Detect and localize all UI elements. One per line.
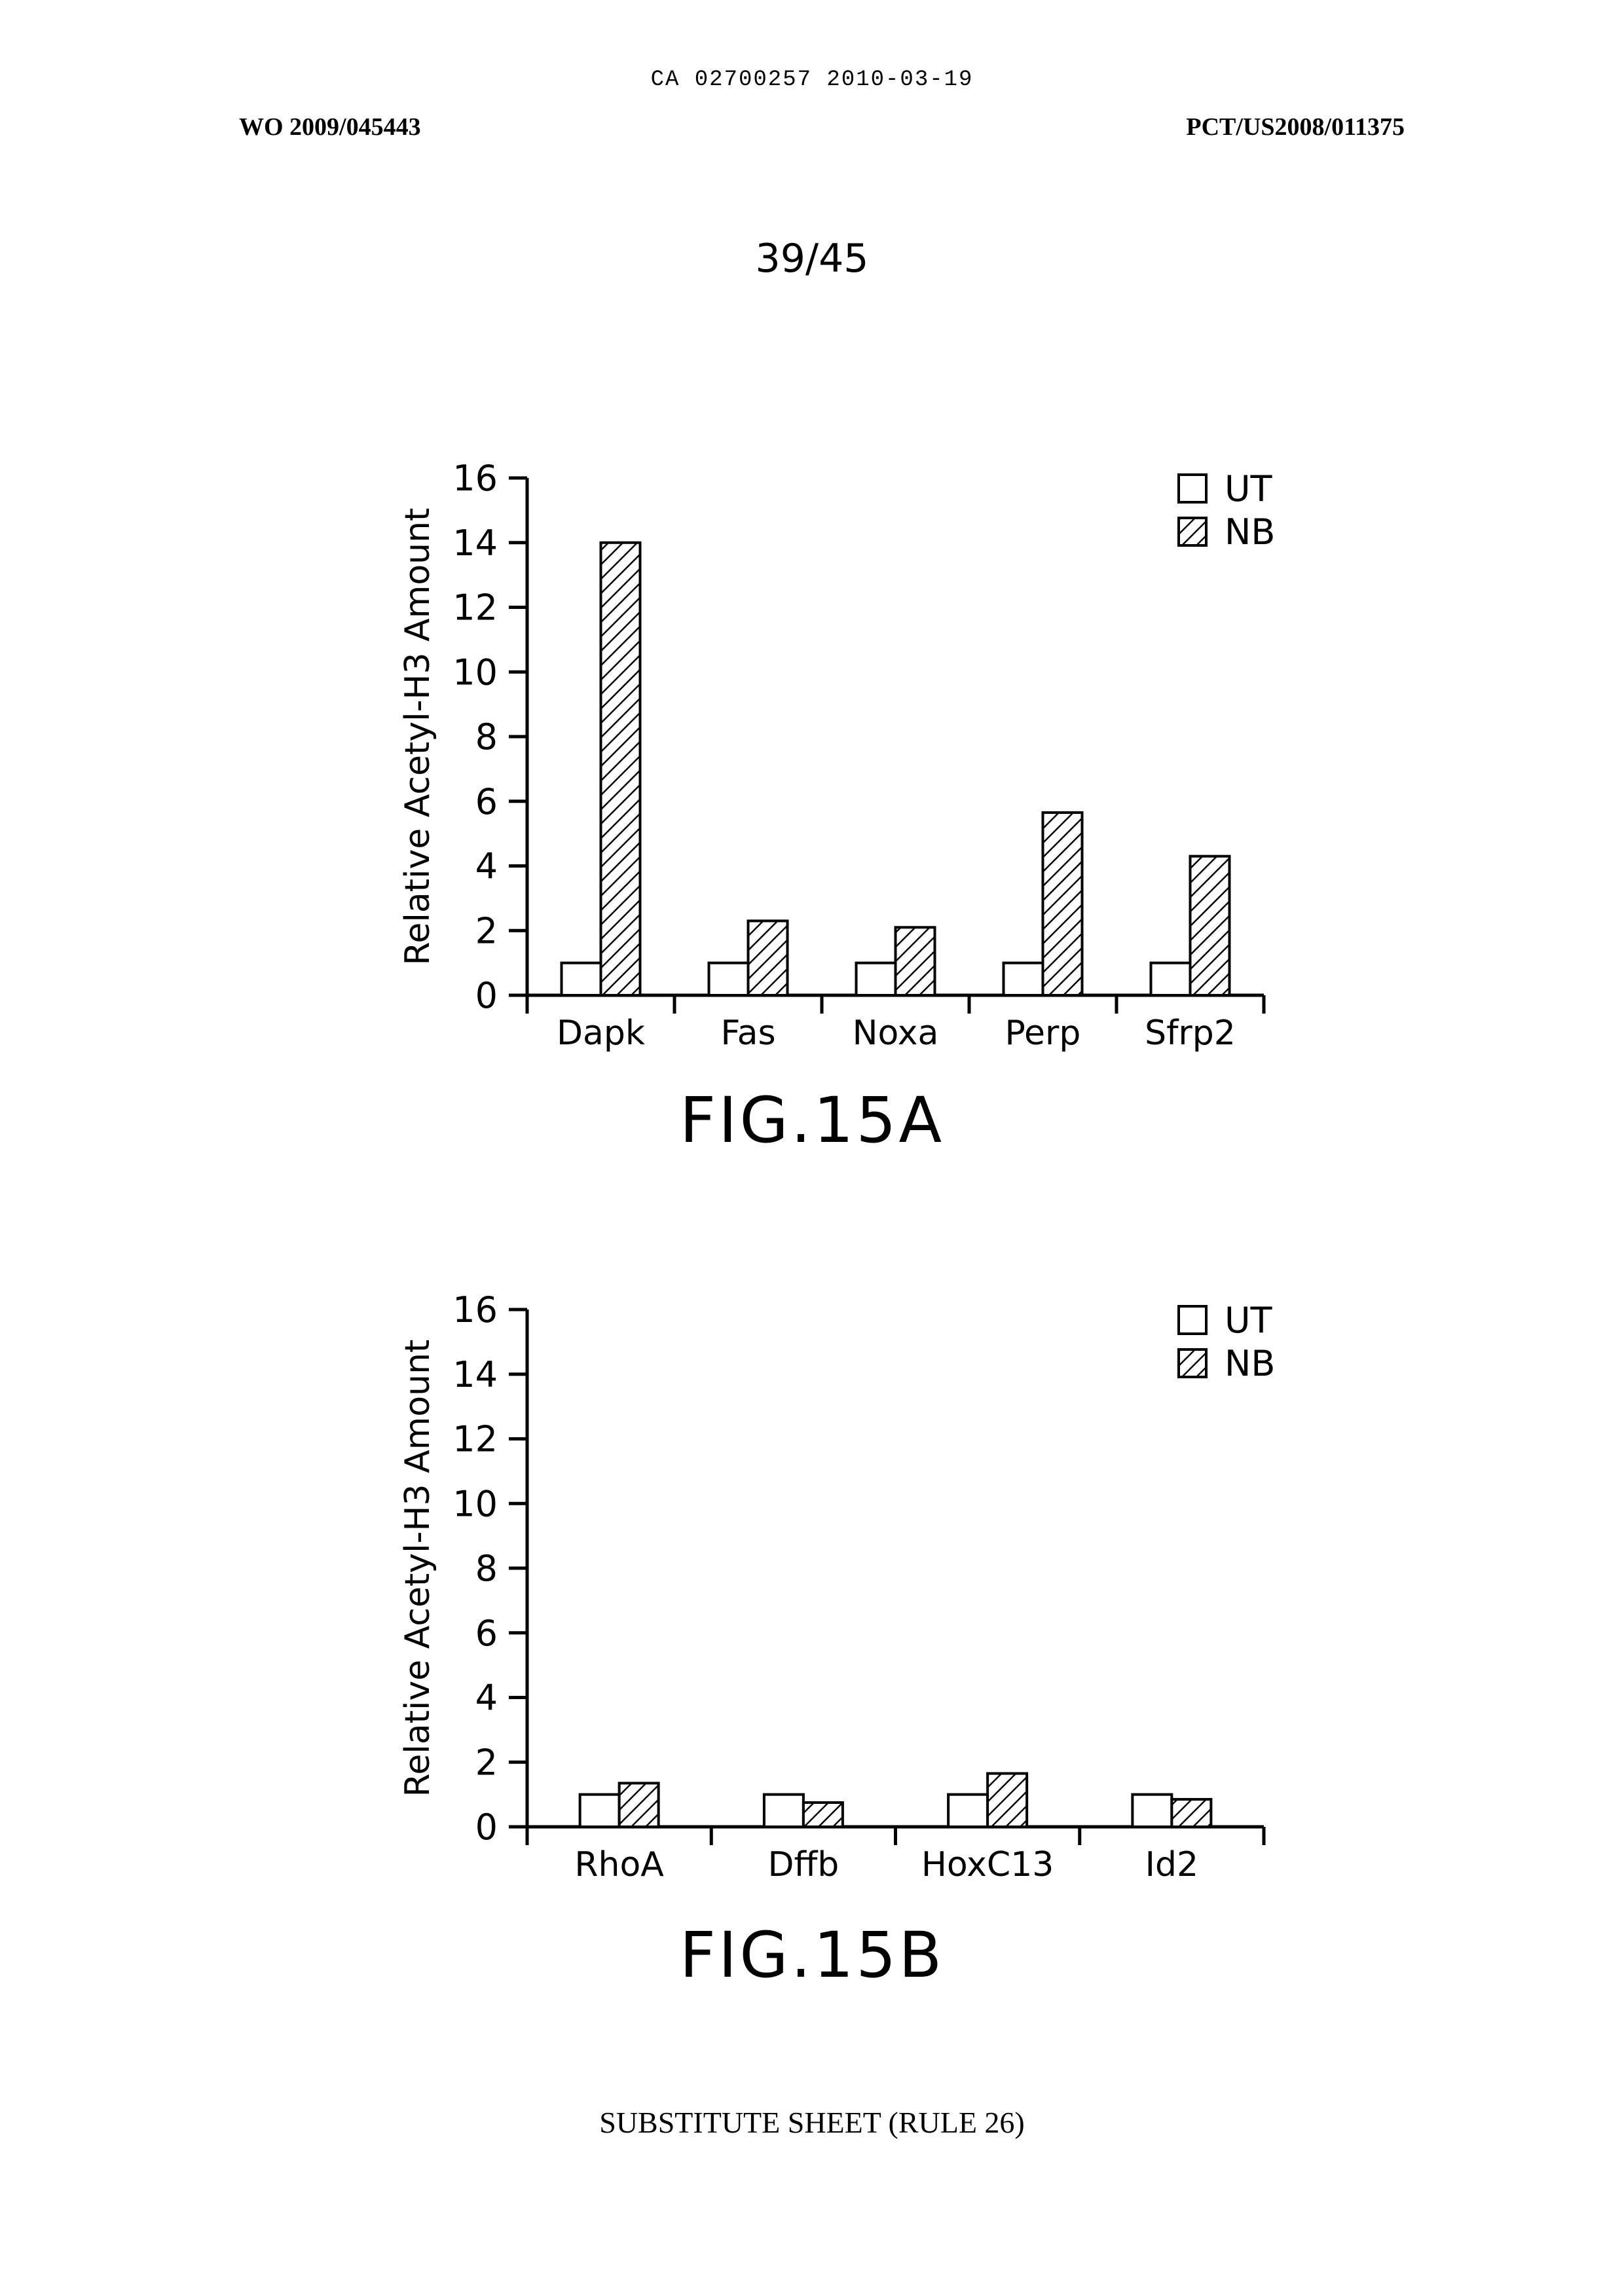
fig15b-bar-nb: [803, 1803, 843, 1827]
ca-document-line: CA 02700257 2010-03-19: [0, 67, 1624, 92]
fig15b-y-tick-label: 4: [475, 1678, 498, 1719]
fig15b-y-tick-label: 6: [475, 1613, 498, 1654]
fig15b-category-label: Id2: [1145, 1845, 1198, 1884]
fig15a-category-label: Noxa: [853, 1014, 939, 1053]
fig15b-legend-label-ut: UT: [1225, 1300, 1273, 1341]
figure-15a-label: FIG.15A: [0, 1084, 1624, 1157]
fig15b-y-tick-label: 0: [475, 1807, 498, 1848]
fig15a-bar-ut: [562, 963, 601, 995]
fig15a-y-tick-label: 0: [475, 975, 498, 1016]
fig15a-y-tick-label: 12: [452, 587, 498, 629]
fig15b-y-tick-label: 8: [475, 1548, 498, 1589]
fig15b-category-label: Dffb: [767, 1845, 839, 1884]
fig15a-bar-nb: [748, 921, 788, 995]
fig15a-y-tick-label: 2: [475, 910, 498, 951]
fig15a-bar-ut: [1004, 963, 1043, 995]
fig15b-legend-swatch-nb: [1179, 1349, 1206, 1377]
fig15b-category-label: RhoA: [574, 1845, 664, 1884]
fig15b-bar-ut: [580, 1795, 619, 1827]
fig15a-y-tick-label: 16: [452, 458, 498, 499]
fig15b-category-label: HoxC13: [921, 1845, 1054, 1884]
fig15a-y-tick-label: 8: [475, 716, 498, 758]
fig15a-bar-ut: [709, 963, 748, 995]
fig15a-category-label: Fas: [720, 1014, 775, 1053]
fig15b-bar-nb: [987, 1774, 1027, 1827]
fig15a-y-tick-label: 14: [452, 523, 498, 564]
fig15b-y-tick-label: 10: [452, 1483, 498, 1524]
figure-15b-label: FIG.15B: [0, 1918, 1624, 1992]
substitute-sheet-footer: SUBSTITUTE SHEET (RULE 26): [0, 2105, 1624, 2140]
fig15a-y-tick-label: 4: [475, 846, 498, 887]
fig15a-category-label: Perp: [1005, 1014, 1081, 1053]
fig15a-bar-nb: [601, 543, 640, 995]
fig15b-y-tick-label: 2: [475, 1742, 498, 1783]
fig15a-bar-nb: [1043, 813, 1082, 995]
fig15a-legend-label-nb: NB: [1225, 511, 1275, 553]
sheet-number: 39/45: [0, 236, 1624, 282]
fig15a-legend-swatch-ut: [1179, 475, 1206, 502]
pct-application-number: PCT/US2008/011375: [1186, 113, 1405, 141]
fig15a-bar-ut: [1151, 963, 1190, 995]
fig15a-y-axis-label: Relative Acetyl-H3 Amount: [398, 508, 437, 966]
fig15b-bar-ut: [948, 1795, 987, 1827]
wo-publication-number: WO 2009/045443: [239, 113, 421, 141]
fig15b-y-tick-label: 16: [452, 1289, 498, 1330]
fig15a-y-tick-label: 10: [452, 651, 498, 693]
fig15b-bar-ut: [1132, 1795, 1172, 1827]
fig15b-y-axis-label: Relative Acetyl-H3 Amount: [398, 1340, 437, 1797]
fig15b-legend-label-nb: NB: [1225, 1343, 1275, 1384]
figure-15b-chart: 0 2 4 6 8 10 12 14 16 Relative Acetyl-H3 Amount Rh…: [0, 1277, 1624, 1899]
fig15a-category-label: Sfrp2: [1145, 1014, 1236, 1053]
fig15a-y-tick-label: 6: [475, 781, 498, 822]
fig15b-bar-ut: [764, 1795, 803, 1827]
fig15b-y-tick-label: 12: [452, 1419, 498, 1460]
fig15a-legend-swatch-nb: [1179, 518, 1206, 545]
fig15a-bar-ut: [857, 963, 896, 995]
fig15a-bar-nb: [896, 927, 935, 995]
fig15a-category-label: Dapk: [557, 1014, 645, 1053]
figure-15a-chart: 0 2 4 6 8 10 12 14 16 Relative Acetyl-H3 Amount Da…: [0, 445, 1624, 1067]
fig15b-legend-swatch-ut: [1179, 1306, 1206, 1334]
fig15a-legend-label-ut: UT: [1225, 468, 1273, 509]
fig15b-bar-nb: [619, 1783, 659, 1827]
fig15b-y-tick-label: 14: [452, 1354, 498, 1395]
fig15b-bar-nb: [1172, 1799, 1211, 1827]
fig15a-bar-nb: [1190, 856, 1230, 995]
